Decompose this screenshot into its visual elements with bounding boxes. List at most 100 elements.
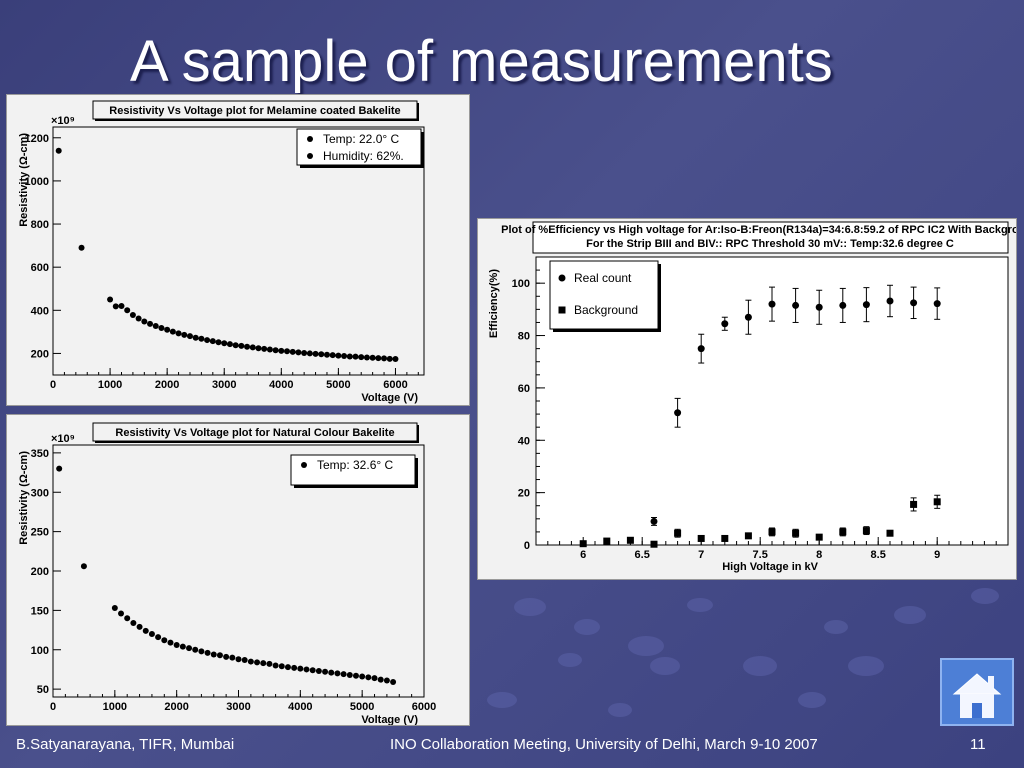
slide-title: A sample of measurements [130, 29, 833, 94]
data-point [301, 350, 308, 357]
y-tick-label: 60 [518, 383, 530, 395]
chart-title: Resistivity Vs Voltage plot for Melamine… [109, 105, 400, 117]
y-tick-label: 50 [37, 684, 49, 696]
legend-entry: Background [574, 303, 638, 317]
data-point [78, 244, 85, 251]
data-point [261, 345, 268, 352]
data-point [241, 656, 248, 663]
data-point [147, 320, 154, 327]
data-point [328, 669, 335, 676]
data-point [141, 318, 148, 325]
x-tick-label: 0 [50, 701, 56, 713]
data-point [284, 664, 291, 671]
plot-frame [52, 126, 425, 376]
chart-panel-efficiency: Plot of %Efficiency vs High voltage for … [477, 218, 1017, 580]
data-point [244, 343, 251, 350]
data-point-background [792, 529, 800, 537]
data-point [340, 671, 347, 678]
data-point-background [815, 533, 823, 541]
x-tick-label: 8 [816, 549, 822, 561]
data-point [381, 355, 388, 362]
chart-panel-melamine: Resistivity Vs Voltage plot for Melamine… [6, 94, 470, 406]
data-point-real-count [910, 299, 918, 307]
data-point [278, 347, 285, 354]
y-multiplier: ×10⁹ [51, 433, 75, 445]
data-point [278, 663, 285, 670]
data-point [192, 646, 199, 653]
data-point [192, 334, 199, 341]
data-point [164, 326, 171, 333]
data-point [173, 642, 180, 649]
data-point [209, 338, 216, 345]
data-point [249, 344, 256, 351]
data-point [363, 354, 370, 361]
x-tick-label: 6 [580, 549, 586, 561]
data-point [352, 353, 359, 360]
y-tick-label: 1200 [25, 133, 49, 145]
y-multiplier: ×10⁹ [51, 115, 75, 127]
data-point [371, 675, 378, 682]
chart-title: Plot of %Efficiency vs High voltage for … [501, 224, 1016, 236]
data-point [358, 354, 365, 361]
legend-marker [307, 136, 313, 142]
y-tick-label: 100 [31, 645, 49, 657]
data-point-background [650, 540, 658, 548]
y-tick-label: 150 [31, 605, 49, 617]
data-point-background [933, 498, 941, 506]
x-axis-label: Voltage (V) [361, 392, 418, 404]
y-tick-label: 800 [31, 219, 49, 231]
y-tick-label: 300 [31, 487, 49, 499]
data-point [56, 465, 63, 472]
data-point [247, 658, 254, 665]
data-point [266, 660, 273, 667]
data-point-background [910, 500, 918, 508]
legend-entry: Temp: 32.6° C [317, 458, 394, 472]
legend-box [549, 260, 659, 330]
x-tick-label: 6000 [383, 379, 407, 391]
y-axis-label: Efficiency(%) [488, 269, 500, 338]
chart-subtitle: For the Strip BIII and BIV:: RPC Thresho… [586, 238, 954, 250]
data-point [124, 615, 131, 622]
data-point [238, 342, 245, 349]
data-point [80, 563, 87, 570]
data-point-real-count [886, 297, 894, 305]
data-point [318, 351, 325, 358]
y-tick-label: 1000 [25, 176, 49, 188]
data-point [215, 339, 222, 346]
data-point [111, 605, 118, 612]
data-point-background [839, 528, 847, 536]
data-point [142, 627, 149, 634]
legend-entry: Humidity: 62%. [323, 149, 404, 163]
y-tick-label: 0 [524, 540, 530, 552]
data-point [260, 660, 267, 667]
title-box [532, 221, 1009, 254]
y-tick-label: 200 [31, 348, 49, 360]
y-tick-label: 100 [512, 278, 530, 290]
data-point-real-count [862, 301, 870, 309]
data-point [221, 340, 228, 347]
x-tick-label: 4000 [269, 379, 293, 391]
data-point-real-count [697, 345, 705, 353]
chart-melamine-resistivity: Resistivity Vs Voltage plot for Melamine… [18, 100, 425, 404]
legend-box [290, 454, 416, 486]
data-point-background [674, 529, 682, 537]
x-tick-label: 8.5 [871, 549, 886, 561]
x-tick-label: 7.5 [753, 549, 768, 561]
data-point [158, 324, 165, 331]
data-point [148, 631, 155, 637]
home-button[interactable] [940, 658, 1014, 726]
data-point [284, 348, 291, 355]
x-tick-label: 9 [934, 549, 940, 561]
data-point-background [768, 528, 776, 536]
data-point [383, 677, 390, 684]
data-point-background [886, 529, 894, 537]
data-point [186, 645, 193, 652]
x-tick-label: 2000 [164, 701, 188, 713]
data-point-background [862, 527, 870, 535]
data-point [112, 303, 119, 310]
data-point [204, 337, 211, 344]
data-point [186, 333, 193, 340]
data-point [167, 639, 174, 646]
data-point [306, 350, 313, 357]
data-point [175, 330, 182, 337]
